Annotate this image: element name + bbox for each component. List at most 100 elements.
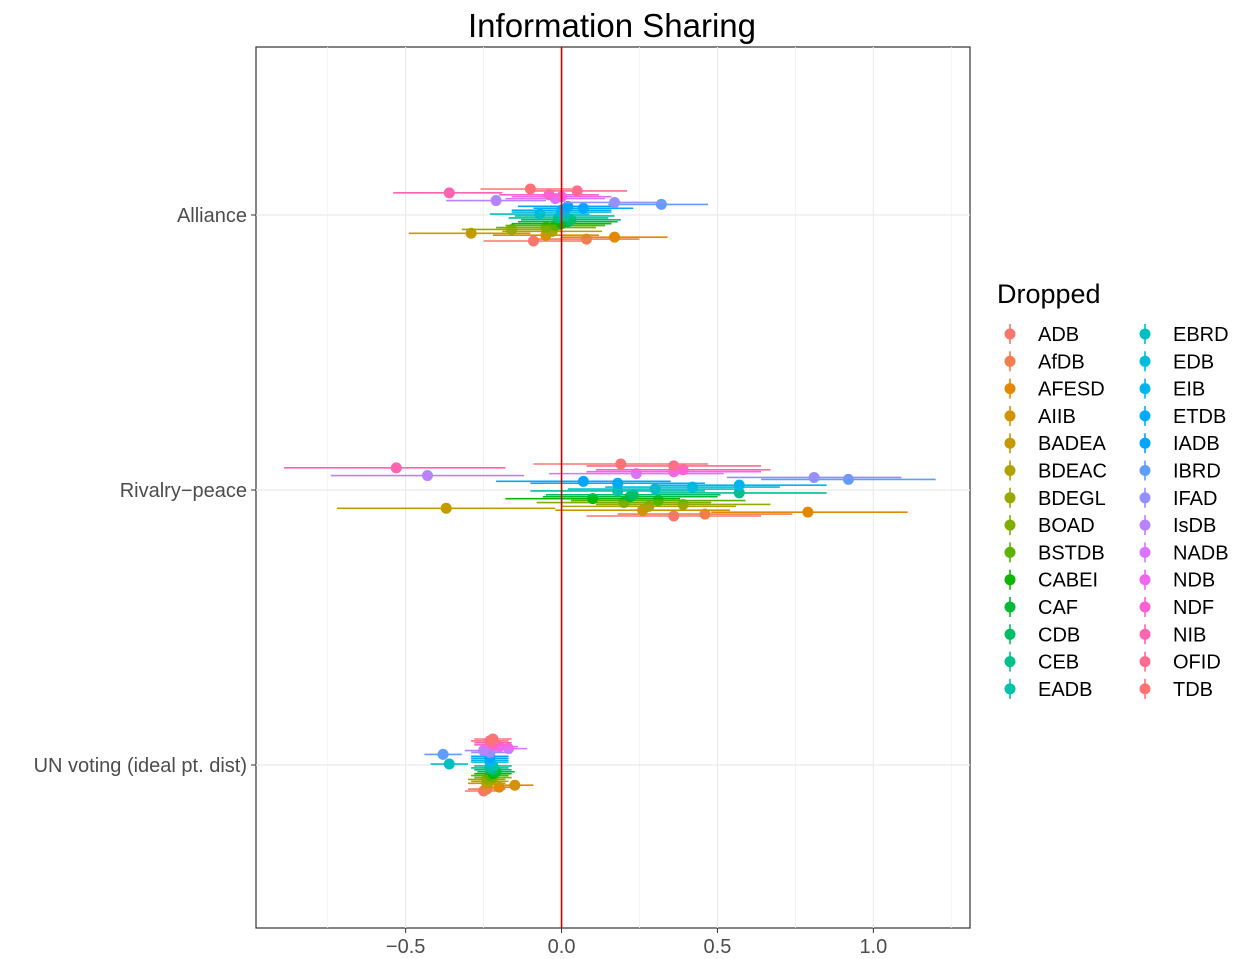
legend-item-ifad: IFAD (1139, 487, 1217, 510)
data-point (615, 458, 627, 470)
data-point (524, 183, 536, 195)
legend-item-boad: BOAD (1004, 515, 1095, 537)
data-point (587, 493, 599, 505)
legend-label: AFESD (1038, 379, 1105, 401)
chart-title: Information Sharing (468, 7, 756, 44)
legend-item-eib: EIB (1139, 378, 1205, 401)
data-point (699, 508, 711, 520)
legend-key-point (1004, 601, 1016, 613)
legend-label: BOAD (1038, 515, 1095, 537)
data-point (577, 475, 589, 487)
legend-item-bdeac: BDEAC (1004, 460, 1107, 483)
x-tick-label: −0.5 (386, 936, 425, 958)
series-tdb (474, 183, 709, 745)
legend-key-point (1004, 465, 1016, 476)
legend-key-point (1139, 437, 1151, 449)
series-nib (284, 187, 512, 749)
legend-item-nadb: NADB (1139, 542, 1229, 564)
legend-label: BSTDB (1038, 542, 1105, 564)
legend-item-isdb: IsDB (1139, 515, 1216, 537)
data-point (612, 477, 624, 489)
data-point (440, 502, 452, 514)
legend-key-point (1139, 656, 1151, 668)
legend-label: ADB (1038, 324, 1079, 346)
legend-item-edb: EDB (1139, 351, 1214, 373)
data-point (443, 758, 455, 770)
legend-item-cabei: CABEI (1004, 569, 1098, 592)
legend-key-point (1139, 355, 1151, 367)
legend-label: CABEI (1038, 570, 1098, 592)
data-point (390, 462, 402, 474)
legend-item-adb: ADB (1004, 324, 1079, 346)
legend-key-point (1004, 437, 1016, 449)
data-point (627, 489, 639, 501)
legend-label: AIIB (1038, 406, 1076, 428)
data-point (612, 485, 624, 497)
legend-item-aiib: AIIB (1004, 405, 1076, 428)
legend-key-point (1139, 628, 1151, 640)
legend-item-ofid: OFID (1139, 651, 1221, 674)
data-point (668, 510, 680, 522)
data-point (577, 202, 589, 214)
legend-label: EDB (1173, 351, 1214, 373)
data-point (643, 500, 655, 512)
plot-panel: −0.5 0.0 0.5 1.0 Alliance Rivalry−peace UN vot… (34, 46, 971, 958)
series-bstdb (471, 220, 746, 782)
legend-item-etdb: ETDB (1139, 405, 1226, 428)
series-ebrd (430, 208, 743, 770)
data-point (465, 227, 477, 239)
legend-item-tdb: TDB (1139, 678, 1213, 701)
legend-key-point (1004, 328, 1016, 340)
data-point (534, 208, 546, 220)
legend-key-point (1004, 546, 1016, 558)
legend-item-iadb: IADB (1139, 433, 1220, 455)
legend-label: IADB (1173, 433, 1220, 455)
legend-key-point (1004, 574, 1016, 586)
series-afdb (468, 233, 793, 795)
data-point (487, 733, 499, 745)
data-point (687, 481, 699, 493)
legend-item-bstdb: BSTDB (1004, 542, 1105, 564)
legend-label: BDEGL (1038, 488, 1106, 510)
data-point (527, 235, 539, 247)
data-point (630, 468, 642, 480)
legend-label: ETDB (1173, 406, 1226, 428)
data-point (490, 195, 502, 207)
data-point (655, 198, 667, 210)
data-point (540, 222, 552, 234)
data-point (733, 487, 745, 499)
y-tick-label: Alliance (177, 205, 247, 227)
data-point (478, 745, 490, 757)
data-point (733, 479, 745, 491)
data-point (571, 185, 583, 197)
legend-key-point (1139, 601, 1151, 613)
legend-key-point (1004, 683, 1016, 695)
data-point (808, 471, 820, 483)
legend-item-caf: CAF (1004, 597, 1078, 619)
legend-item-bdegl: BDEGL (1004, 487, 1106, 510)
legend-key-point (1004, 410, 1016, 422)
data-point (543, 189, 555, 201)
legend-label: NDB (1173, 570, 1215, 592)
data-point (421, 470, 433, 482)
series-aiib (492, 229, 730, 791)
legend-label: CDB (1038, 624, 1080, 646)
legend-item-ceb: CEB (1004, 651, 1079, 674)
legend-label: EADB (1038, 679, 1092, 701)
legend-item-eadb: EADB (1004, 678, 1092, 701)
legend-item-ndf: NDF (1139, 597, 1214, 619)
legend-item-afdb: AfDB (1004, 351, 1085, 373)
legend: ADB AfDB AFESD AIIB BADEA BDEAC BDEGL BOAD BSTDB… (1004, 324, 1229, 701)
legend-title: Dropped (997, 279, 1101, 309)
legend-key-point (1139, 410, 1151, 422)
legend-item-ebrd: EBRD (1139, 324, 1229, 346)
legend-key-point (1139, 383, 1151, 395)
data-point (443, 187, 455, 199)
legend-label: EIB (1173, 379, 1205, 401)
legend-label: IFAD (1173, 488, 1217, 510)
legend-key-point (1004, 656, 1016, 668)
series-ibrd (424, 198, 936, 760)
x-tick-label: 1.0 (859, 936, 887, 958)
data-point (677, 464, 689, 476)
